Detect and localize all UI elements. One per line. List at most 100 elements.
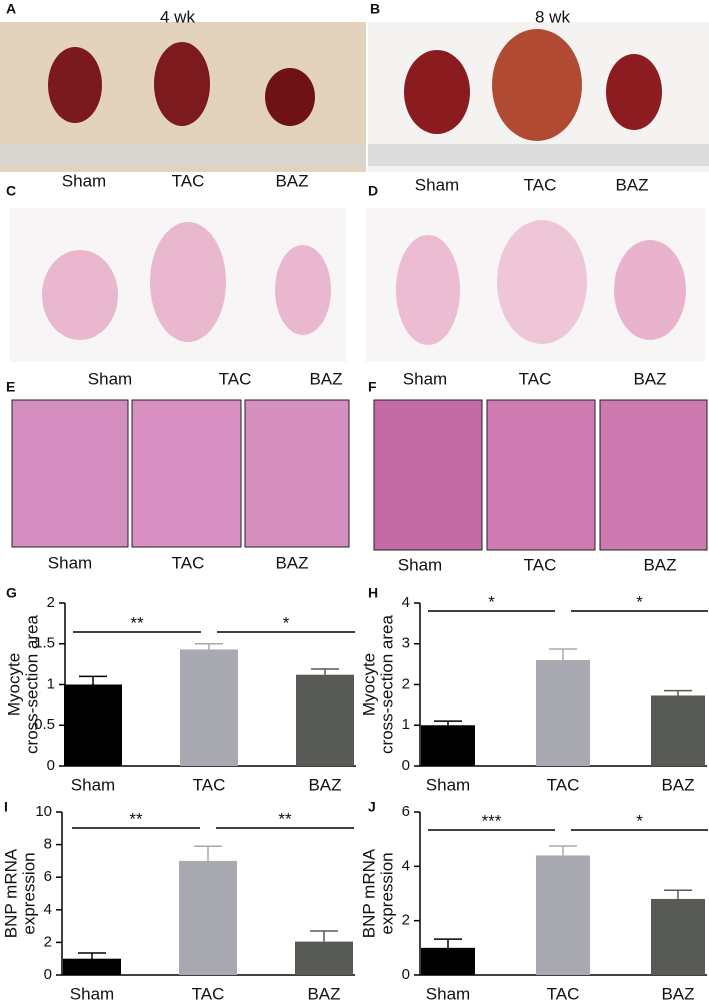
x-tick-label: BAZ <box>661 775 694 794</box>
group-label: TAC <box>524 175 557 194</box>
y-tick-label: 8 <box>44 836 52 853</box>
bar <box>64 684 122 766</box>
group-label: Sham <box>415 175 459 194</box>
bar <box>536 660 590 766</box>
panel-letter: A <box>6 1 16 17</box>
panel-letter: C <box>6 183 16 199</box>
micrograph <box>486 399 596 551</box>
bar <box>63 958 121 975</box>
group-label: Sham <box>88 369 132 388</box>
significance-label: ** <box>130 613 144 632</box>
y-tick-label: 2 <box>47 594 55 611</box>
y-tick-label: 6 <box>402 803 410 820</box>
micrograph <box>244 399 350 548</box>
ruler <box>368 144 709 166</box>
group-label: BAZ <box>615 175 648 194</box>
y-tick-label: 2 <box>402 675 410 692</box>
panel-letter: E <box>6 379 15 395</box>
significance-label: ** <box>278 809 292 828</box>
ruler <box>0 144 366 166</box>
section <box>396 235 460 345</box>
group-label: BAZ <box>643 555 676 574</box>
y-axis-label: Myocyte <box>359 653 378 716</box>
y-tick-label: 0 <box>47 757 55 774</box>
significance-label: * <box>636 811 643 830</box>
bar <box>536 855 590 975</box>
panel-letter: I <box>4 799 8 815</box>
x-tick-label: TAC <box>547 775 580 794</box>
group-label: BAZ <box>275 553 308 572</box>
y-tick-label: 4 <box>402 857 410 874</box>
panel-letter: F <box>368 379 377 395</box>
panel-title: 8 wk <box>535 7 570 26</box>
y-tick-label: 10 <box>35 803 52 820</box>
significance-label: * <box>488 592 495 611</box>
group-label: Sham <box>62 171 106 190</box>
y-tick-label: 4 <box>44 901 52 918</box>
heart <box>492 29 582 141</box>
panel-letter: G <box>6 585 17 601</box>
bar <box>421 947 475 975</box>
x-tick-label: Sham <box>426 775 470 794</box>
x-tick-label: BAZ <box>307 984 340 1003</box>
micrograph <box>11 399 129 548</box>
group-label: BAZ <box>309 369 342 388</box>
y-tick-label: 1.5 <box>34 635 55 652</box>
heart <box>606 54 662 130</box>
y-tick-label: 3 <box>402 635 410 652</box>
bar <box>296 674 354 766</box>
y-tick-label: 1 <box>47 675 55 692</box>
bar <box>179 860 237 975</box>
group-label: TAC <box>219 369 252 388</box>
y-axis-label: cross-section area <box>22 615 41 754</box>
group-label: TAC <box>172 171 205 190</box>
micrograph <box>599 399 708 551</box>
group-label: BAZ <box>275 171 308 190</box>
y-axis-label: expression <box>377 852 396 934</box>
y-tick-label: 2 <box>44 933 52 950</box>
y-tick-label: 6 <box>44 868 52 885</box>
group-label: Sham <box>403 369 447 388</box>
x-tick-label: BAZ <box>661 984 694 1003</box>
y-tick-label: 0 <box>402 757 410 774</box>
x-tick-label: TAC <box>193 775 226 794</box>
group-label: TAC <box>519 369 552 388</box>
group-label: TAC <box>172 553 205 572</box>
group-label: Sham <box>398 555 442 574</box>
x-tick-label: Sham <box>426 984 470 1003</box>
x-tick-label: TAC <box>547 984 580 1003</box>
group-label: BAZ <box>633 369 666 388</box>
y-tick-label: 1 <box>402 716 410 733</box>
y-tick-label: 2 <box>402 912 410 929</box>
y-axis-label: cross-section area <box>377 615 396 754</box>
y-tick-label: 0 <box>44 966 52 983</box>
bar <box>295 941 353 975</box>
heart <box>404 50 470 134</box>
micrograph <box>373 399 483 551</box>
section <box>497 220 587 344</box>
section <box>275 245 331 335</box>
y-tick-label: 0 <box>402 966 410 983</box>
section <box>150 222 226 342</box>
significance-label: *** <box>482 811 502 830</box>
x-tick-label: TAC <box>192 984 225 1003</box>
heart <box>48 47 102 123</box>
x-tick-label: Sham <box>70 984 114 1003</box>
micrograph <box>131 399 242 548</box>
section <box>614 240 686 340</box>
y-tick-label: 0.5 <box>34 716 55 733</box>
bar <box>421 725 475 766</box>
significance-label: ** <box>129 809 143 828</box>
panel-letter: J <box>368 799 376 815</box>
panel-letter: B <box>370 1 380 17</box>
group-label: TAC <box>524 555 557 574</box>
y-axis-label: expression <box>19 852 38 934</box>
y-axis-label: Myocyte <box>4 653 23 716</box>
panel-title: 4 wk <box>160 7 195 26</box>
group-label: Sham <box>48 553 92 572</box>
panel-letter: H <box>368 585 378 601</box>
x-tick-label: BAZ <box>308 775 341 794</box>
y-axis-label: BNP mRNA <box>359 848 378 938</box>
bar <box>651 695 705 766</box>
